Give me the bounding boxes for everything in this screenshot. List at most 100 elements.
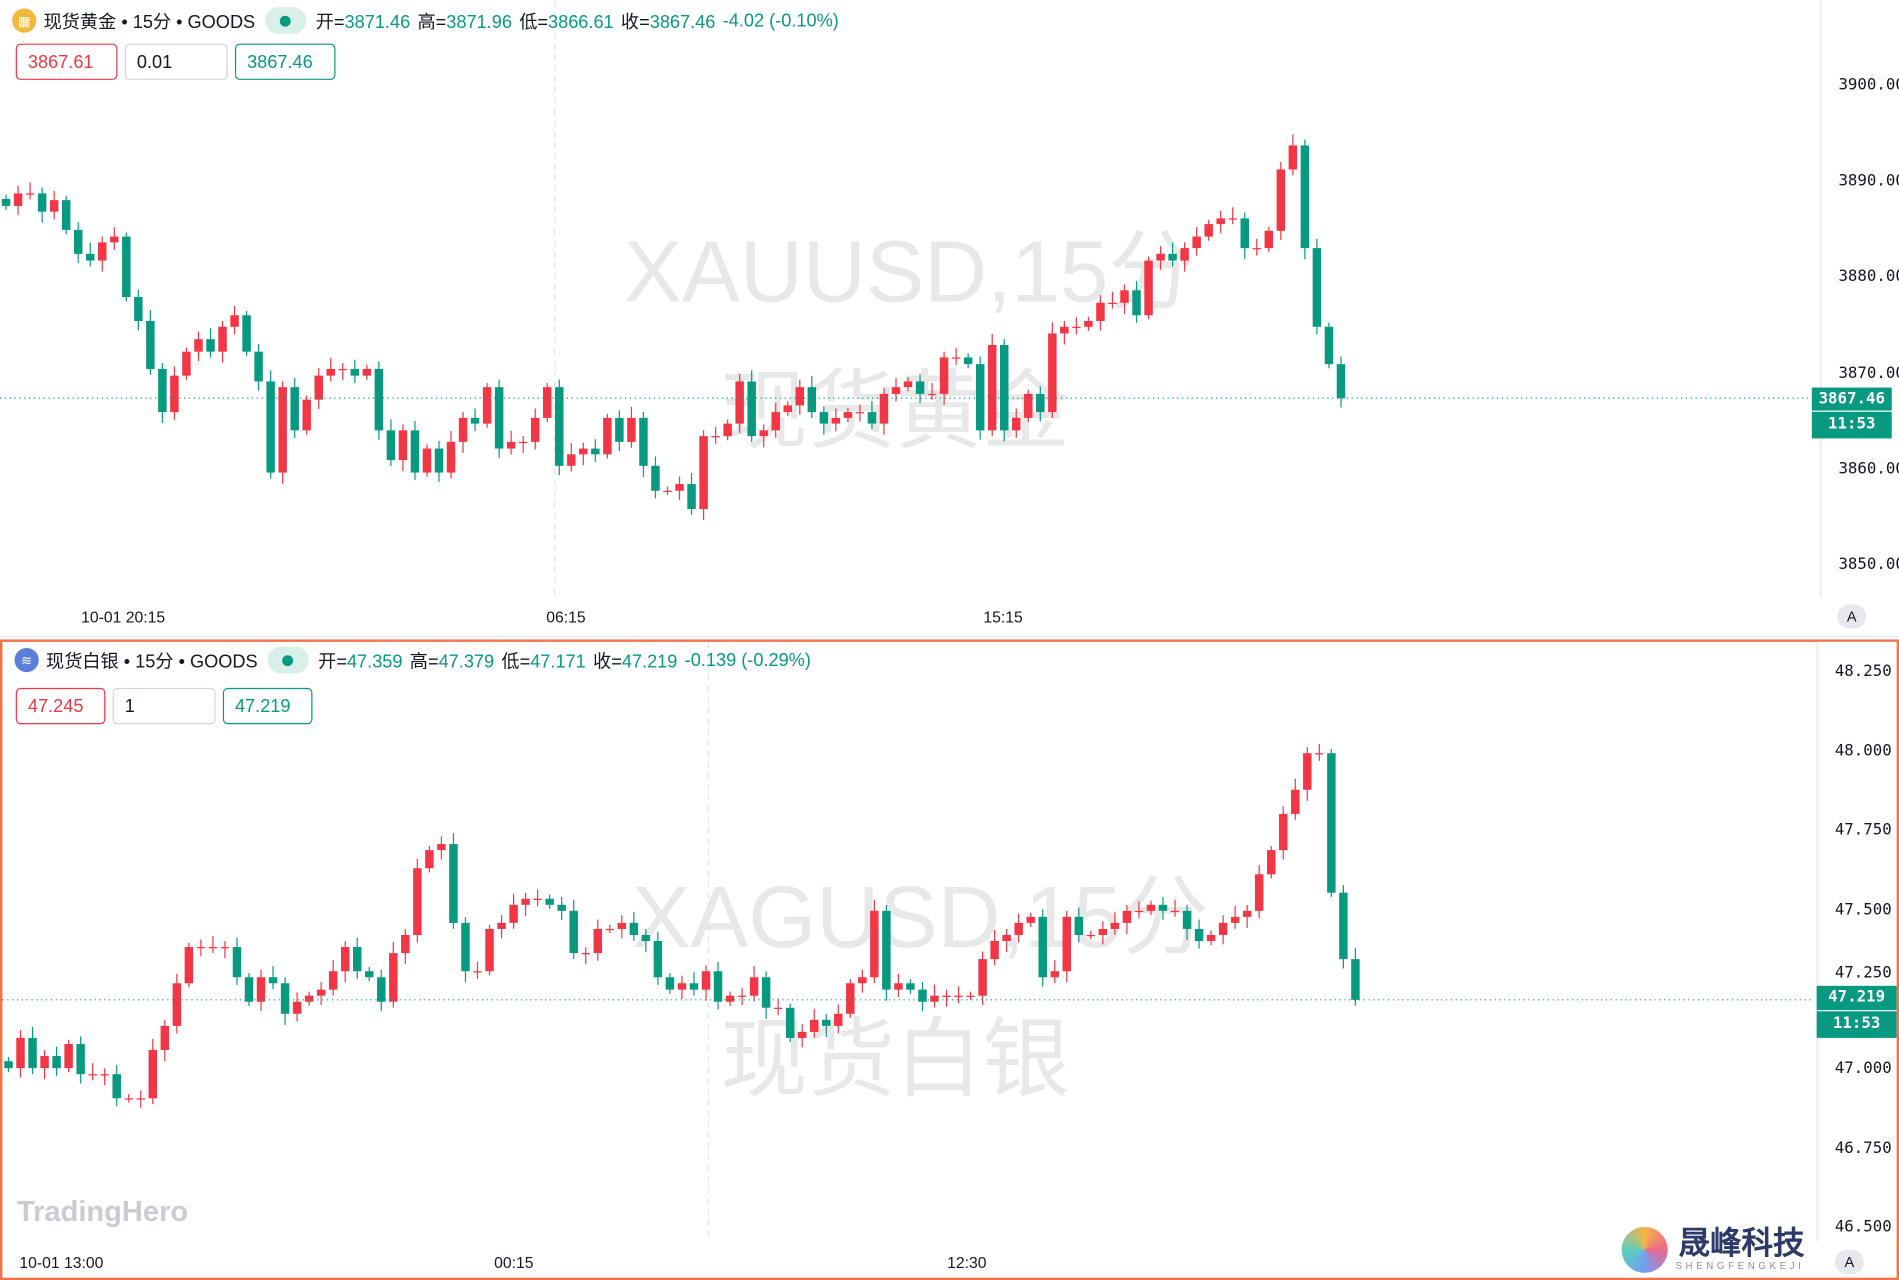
price-axis[interactable]: 3900.00 3890.00 3880.00 3870.00 3860.00 3850.… (1820, 0, 1899, 598)
candle-body (473, 971, 482, 973)
candle-body (461, 922, 470, 972)
candle (1156, 246, 1165, 270)
buy-button[interactable]: 47.219 (222, 687, 313, 725)
candle-body (1252, 248, 1262, 250)
candle (494, 379, 504, 458)
candle-body (112, 1074, 121, 1099)
candle (975, 356, 985, 440)
sell-button[interactable]: 47.245 (15, 687, 106, 725)
auto-scale-button[interactable]: A (1834, 1249, 1864, 1275)
candle-body (870, 910, 879, 978)
candle (990, 929, 999, 966)
candle-body (879, 393, 889, 424)
candle (314, 368, 323, 409)
candle (1324, 322, 1334, 369)
candle (266, 370, 275, 479)
candle (903, 377, 913, 392)
time-label: 12:30 (947, 1253, 987, 1272)
candle-body (999, 344, 1009, 431)
candle (413, 858, 422, 943)
candle-body (28, 1037, 37, 1069)
candle (170, 366, 179, 420)
candle (1266, 845, 1276, 879)
candle (98, 236, 107, 272)
candle-body (86, 253, 95, 261)
candle (617, 915, 627, 939)
auto-scale-button[interactable]: A (1837, 604, 1867, 629)
candle (807, 376, 817, 418)
candle-body (326, 368, 336, 376)
candle (846, 979, 855, 1018)
candle-body (160, 1025, 170, 1051)
candle-body (1084, 320, 1093, 327)
candle-body (509, 904, 518, 923)
candle-body (194, 339, 203, 352)
candle (591, 439, 600, 462)
low-label: 低= (519, 11, 548, 33)
symbol-title[interactable]: 现货黄金 • 15分 • GOODS (43, 11, 256, 33)
candle-body (855, 412, 865, 414)
candle (822, 1013, 831, 1037)
candle (1120, 284, 1129, 314)
gold-candlestick-plot[interactable] (0, 0, 1821, 598)
candle (1108, 291, 1117, 309)
candle (28, 1026, 37, 1075)
candle-body (639, 417, 648, 466)
price-axis[interactable]: 48.250 48.000 47.750 47.500 47.250 47.000 46.7… (1816, 641, 1897, 1242)
candle-body (146, 320, 155, 369)
candle (701, 965, 711, 1001)
candle-body (232, 947, 242, 978)
symbol-title[interactable]: 现货白银 • 15分 • GOODS (46, 650, 258, 672)
candle (244, 973, 254, 1006)
candle-body (819, 412, 829, 424)
candle-body (170, 375, 179, 413)
candle (304, 991, 314, 1006)
candle-body (365, 971, 374, 978)
candle (461, 916, 470, 983)
market-status-button[interactable] (264, 7, 307, 34)
candle (1146, 900, 1156, 915)
sell-button[interactable]: 3867.61 (15, 43, 118, 80)
candle (206, 328, 215, 358)
silver-candlestick-plot[interactable] (2, 641, 1815, 1242)
candle (110, 227, 119, 250)
candle-body (206, 339, 215, 352)
candle-body (1194, 928, 1204, 942)
candle (711, 426, 720, 444)
buy-button[interactable]: 3867.46 (234, 43, 336, 80)
candle (49, 190, 59, 220)
candle-body (783, 405, 792, 413)
quantity-input[interactable]: 1 (112, 687, 216, 725)
candle-body (316, 989, 326, 996)
candle (906, 979, 915, 994)
price-tick: 47.250 (1834, 964, 1892, 983)
quantity-input[interactable]: 0.01 (124, 43, 228, 80)
candle (16, 1030, 25, 1078)
price-tick: 48.000 (1834, 741, 1892, 761)
candle-body (196, 947, 206, 949)
candle (761, 971, 771, 1019)
candle-body (328, 971, 338, 990)
candle (1230, 905, 1240, 929)
candle-body (1060, 326, 1069, 334)
candle (458, 411, 468, 453)
gold-chart-panel[interactable]: XAUUSD,15分 现货黄金 ▦ 现货黄金 • 15分 • GOODS 开=3… (0, 0, 1899, 638)
time-label: 15:15 (983, 607, 1023, 627)
market-status-button[interactable] (267, 646, 309, 674)
candle (530, 408, 540, 450)
candle-body (761, 977, 771, 1008)
candle-body (254, 351, 263, 382)
candle-body (1291, 789, 1300, 814)
candle-body (795, 387, 805, 406)
candle-body (1218, 922, 1228, 935)
silver-chart-panel[interactable]: XAGUSD,15分 现货白银 ≋ 现货白银 • 15分 • GOODS 开=4… (0, 639, 1899, 1280)
price-tick: 3860.00 (1838, 459, 1899, 479)
candle (1252, 238, 1262, 256)
candle-body (809, 1019, 819, 1032)
candle (158, 363, 167, 424)
candle-body (1108, 302, 1117, 304)
candle (401, 929, 410, 965)
candle-body (148, 1050, 158, 1099)
candle (1062, 910, 1072, 983)
candle (797, 1024, 807, 1048)
